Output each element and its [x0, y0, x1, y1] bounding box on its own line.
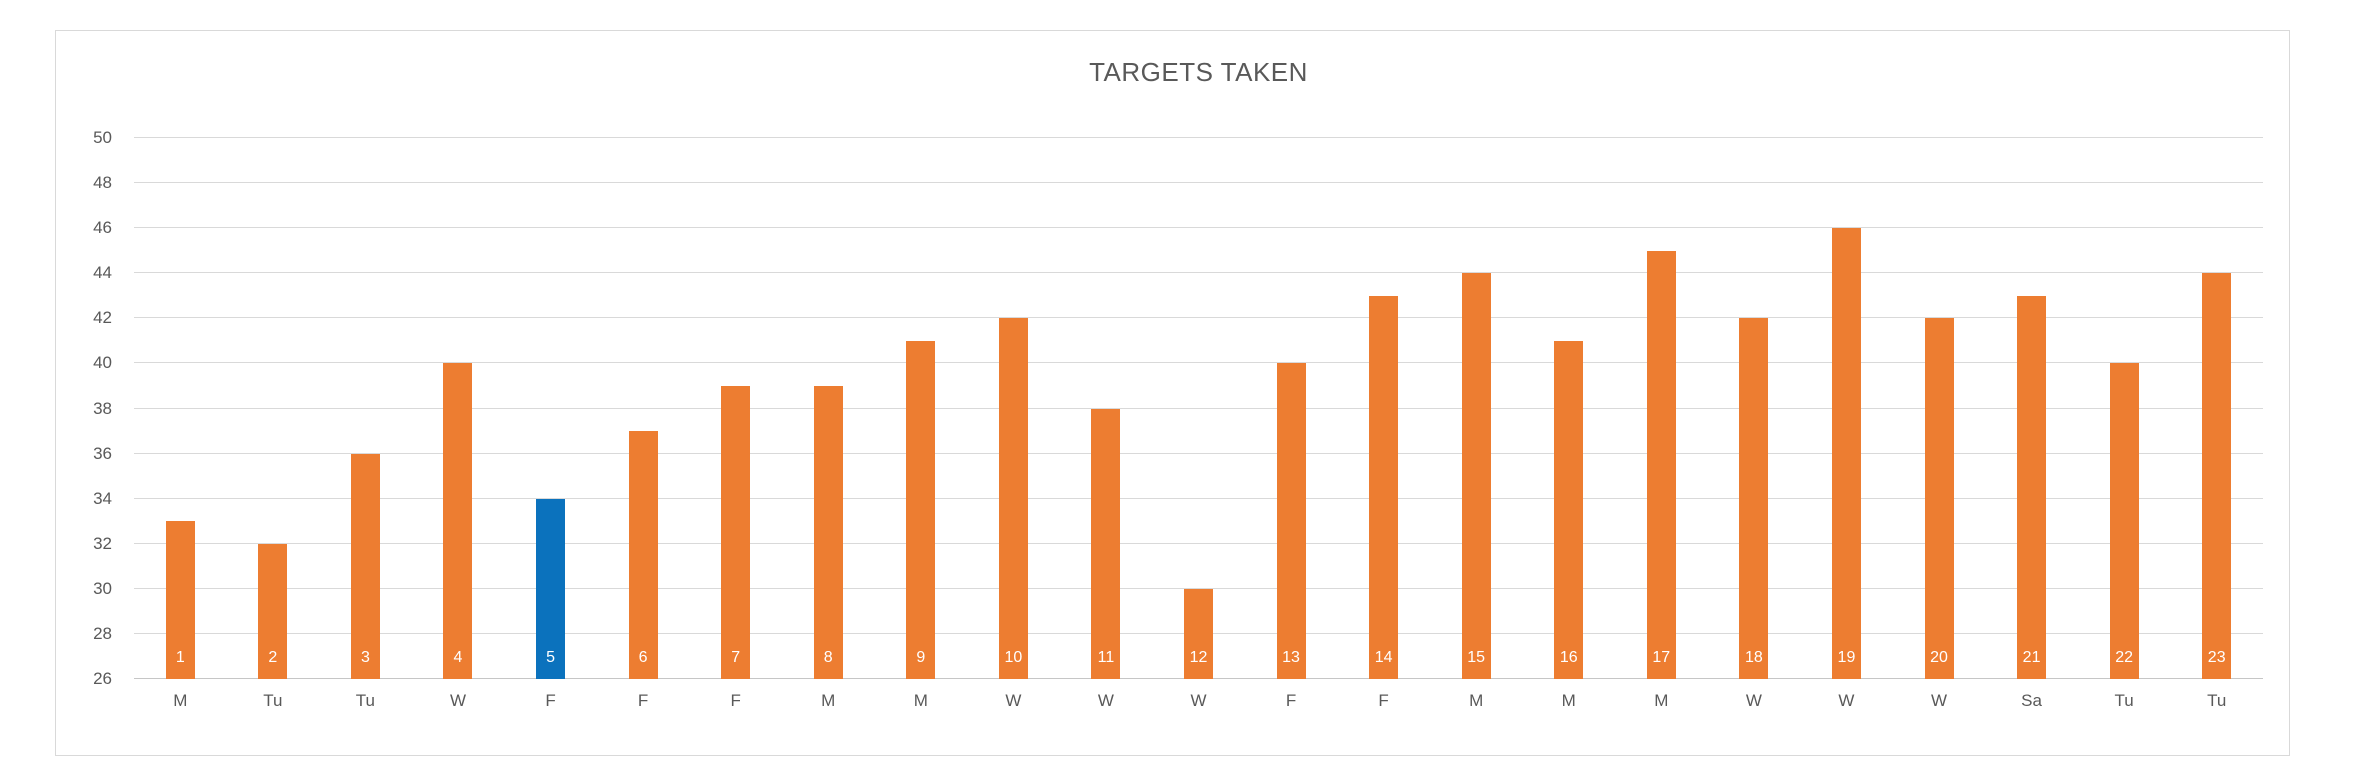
- bar-number-label: 21: [2022, 649, 2041, 666]
- x-tick-label: W: [449, 691, 466, 710]
- bar-number-label: 5: [546, 649, 555, 666]
- y-tick-label: 40: [93, 353, 112, 373]
- bar[interactable]: 16: [1554, 340, 1584, 679]
- bar[interactable]: 6: [628, 431, 658, 679]
- x-tick-label: Tu: [355, 691, 376, 710]
- bar[interactable]: 19: [1831, 228, 1861, 679]
- x-tick-label: M: [1654, 691, 1669, 710]
- x-tick-label: M: [913, 691, 928, 710]
- gridline: [134, 182, 2263, 184]
- gridline: [134, 137, 2263, 138]
- gridline: [134, 272, 2263, 274]
- bar-number-label: 4: [453, 649, 463, 666]
- y-tick-label: 42: [93, 308, 112, 328]
- bar[interactable]: 8: [813, 385, 843, 679]
- bar-number-label: 16: [1559, 649, 1578, 666]
- bar[interactable]: 22: [2109, 363, 2139, 679]
- gridline: [134, 317, 2263, 319]
- bar[interactable]: 14: [1369, 295, 1399, 679]
- x-tick-label: W: [1097, 691, 1114, 710]
- x-tick-label: Tu: [2207, 691, 2227, 710]
- x-tick-label: Sa: [2021, 691, 2042, 710]
- x-tick-label: W: [1838, 691, 1855, 710]
- bar-number-label: 18: [1744, 649, 1763, 666]
- chart-title: TARGETS TAKEN: [1089, 57, 1308, 87]
- gridline: [134, 362, 2263, 364]
- bar[interactable]: 1: [165, 521, 195, 679]
- bar[interactable]: 11: [1091, 408, 1121, 679]
- bar-number-label: 20: [1930, 649, 1948, 666]
- x-tick-label: M: [1561, 691, 1576, 710]
- bar[interactable]: 3: [350, 453, 380, 679]
- bar-number-label: 23: [2207, 649, 2226, 666]
- y-tick-label: 34: [93, 488, 112, 508]
- bar[interactable]: 12: [1184, 588, 1213, 679]
- bar-number-label: 1: [175, 649, 185, 666]
- bar[interactable]: 13: [1276, 363, 1306, 679]
- gridline: [134, 587, 2263, 589]
- bar-highlighted[interactable]: 5: [536, 498, 566, 679]
- bar-number-label: 10: [1004, 649, 1023, 666]
- bar-number-label: 7: [731, 649, 741, 666]
- bar[interactable]: 20: [1924, 318, 1954, 679]
- bar[interactable]: 2: [258, 543, 288, 679]
- bar-number-label: 17: [1652, 649, 1671, 666]
- x-tick-label: Tu: [2114, 691, 2134, 710]
- bar-number-label: 15: [1467, 649, 1486, 666]
- bar-number-label: 12: [1189, 649, 1208, 666]
- bar[interactable]: 15: [1461, 273, 1491, 679]
- y-tick-label: 50: [93, 128, 112, 147]
- bar[interactable]: 9: [906, 340, 936, 679]
- x-tick-label: W: [1930, 691, 1948, 710]
- x-tick-label: M: [173, 691, 188, 710]
- bar[interactable]: 18: [1739, 318, 1769, 679]
- bar[interactable]: 4: [443, 363, 473, 679]
- x-tick-label: F: [1285, 691, 1297, 710]
- y-tick-label: 44: [93, 263, 112, 283]
- bar-number-label: 8: [823, 649, 833, 666]
- x-tick-label: M: [1469, 691, 1484, 710]
- bar-number-label: 13: [1282, 649, 1300, 666]
- y-tick-label: 26: [93, 669, 112, 688]
- bar-number-label: 2: [268, 649, 278, 666]
- bar-number-label: 19: [1837, 649, 1856, 666]
- bar-number-label: 6: [638, 649, 648, 666]
- bar[interactable]: 7: [721, 385, 751, 679]
- x-tick-label: F: [637, 691, 649, 710]
- bar-number-label: 3: [360, 649, 370, 666]
- y-tick-label: 38: [93, 398, 112, 418]
- x-tick-label: F: [730, 691, 741, 710]
- gridline: [134, 497, 2263, 499]
- y-tick-label: 28: [93, 623, 112, 643]
- bar[interactable]: 10: [998, 318, 1028, 679]
- bar-number-label: 14: [1374, 649, 1393, 666]
- y-tick-label: 30: [93, 578, 112, 598]
- gridline: [134, 407, 2263, 409]
- gridline: [134, 542, 2263, 544]
- gridline: [134, 452, 2263, 454]
- x-tick-label: F: [545, 691, 556, 710]
- bar-number-label: 11: [1097, 649, 1115, 666]
- bar-number-label: 9: [916, 649, 926, 666]
- bar[interactable]: 21: [2017, 295, 2047, 679]
- x-tick-label: F: [1378, 691, 1389, 710]
- y-tick-label: 32: [93, 533, 112, 553]
- x-tick-label: W: [1005, 691, 1022, 710]
- x-tick-label: W: [1745, 691, 1762, 710]
- chart-card: TARGETS TAKEN 26 28 30 32 34 36 38 40 42 44 46 48 50…: [55, 30, 2290, 756]
- plot-area: 26 28 30 32 34 36 38 40 42 44 46 48 50 1 2 3 4 5 6 7 8 9 10 11…: [93, 128, 2263, 710]
- bar[interactable]: 17: [1646, 250, 1676, 679]
- x-tick-label: Tu: [263, 691, 283, 710]
- bar[interactable]: 23: [2202, 273, 2232, 679]
- y-tick-label: 46: [93, 218, 112, 238]
- x-tick-label: M: [821, 691, 836, 710]
- y-tick-label: 36: [93, 443, 112, 463]
- y-tick-label: 48: [93, 173, 112, 193]
- bar-number-label: 22: [2115, 649, 2134, 666]
- gridline: [134, 227, 2263, 229]
- x-tick-label: W: [1190, 691, 1207, 710]
